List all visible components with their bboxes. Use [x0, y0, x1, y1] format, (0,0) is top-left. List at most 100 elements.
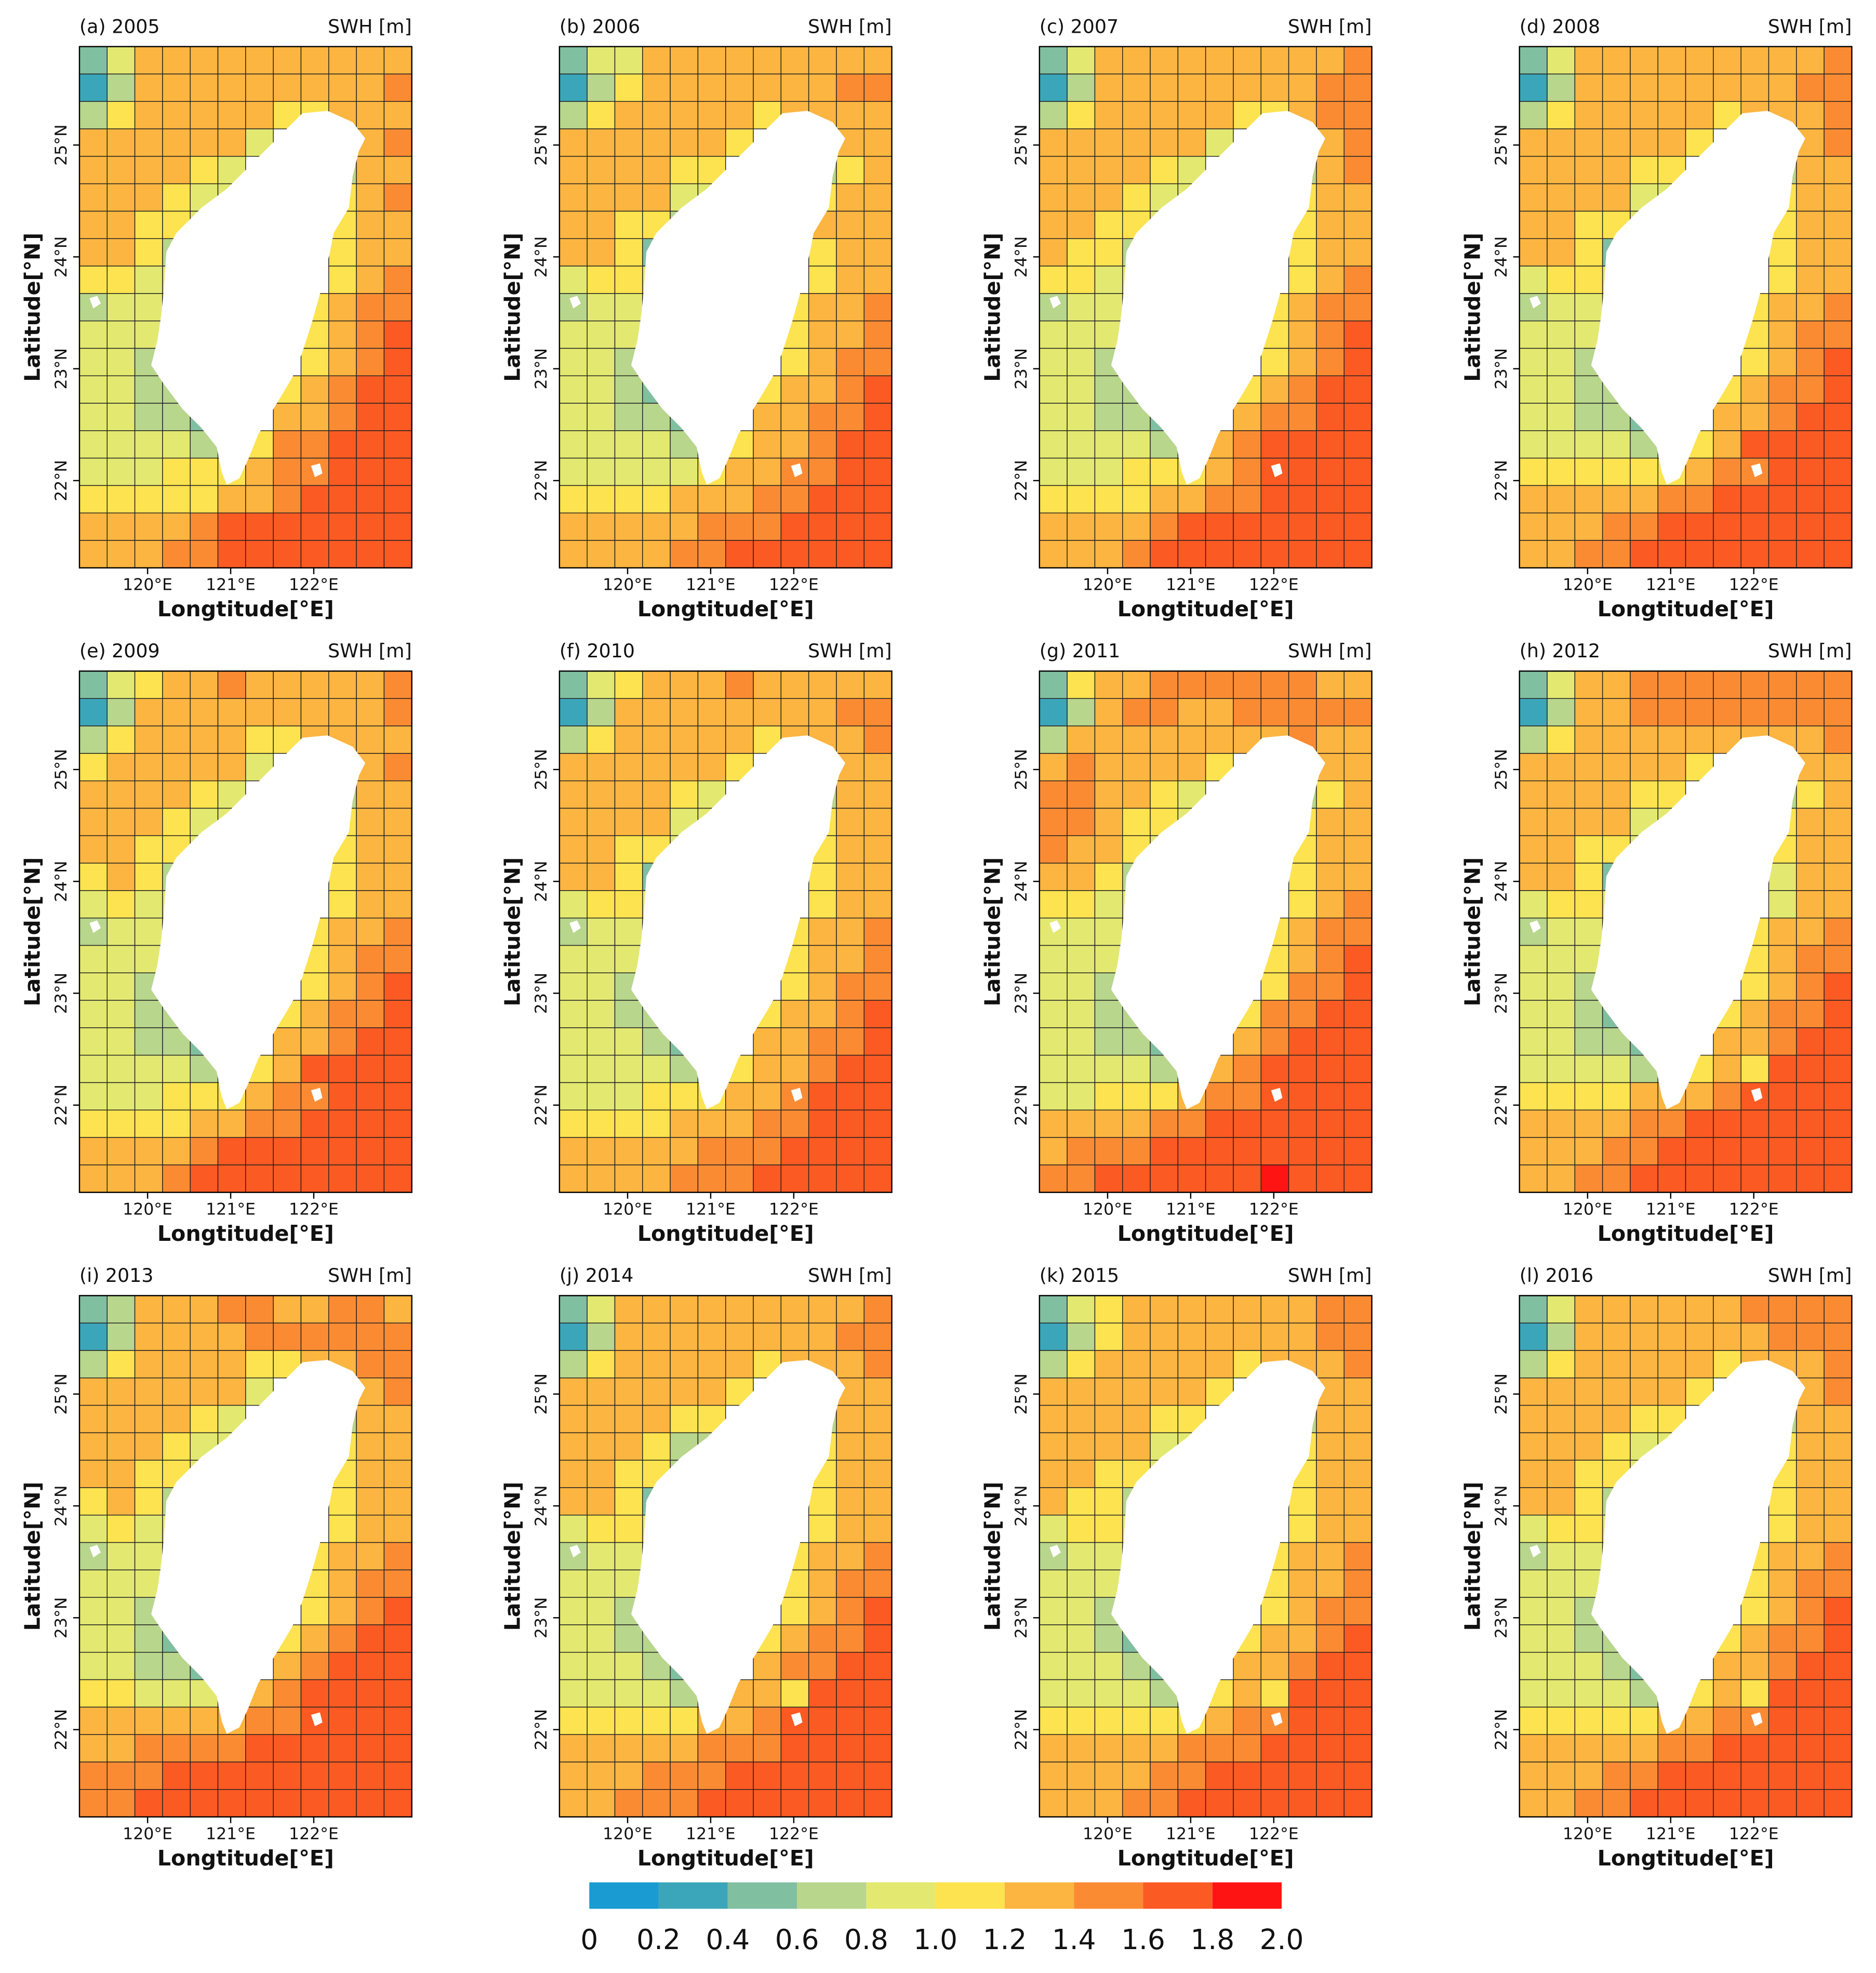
cell — [863, 1734, 893, 1763]
cell — [1260, 1109, 1289, 1138]
cell — [1177, 128, 1206, 157]
cell — [1519, 1378, 1548, 1406]
cell — [162, 73, 191, 102]
cell — [1602, 46, 1631, 75]
cell — [1067, 1000, 1096, 1028]
cell — [1039, 457, 1068, 486]
cell — [1768, 1706, 1797, 1735]
cell — [1740, 670, 1769, 699]
y-tick-label: 25°N — [532, 1373, 551, 1414]
cell — [725, 1789, 754, 1818]
cell — [1094, 1322, 1123, 1351]
cell — [1796, 807, 1825, 837]
cell — [300, 1054, 329, 1083]
cell — [780, 1054, 809, 1083]
cell — [356, 1515, 385, 1543]
cell — [587, 1000, 616, 1028]
cell — [808, 1000, 837, 1028]
cell — [863, 1137, 893, 1166]
y-tick-label: 22°N — [532, 1084, 551, 1125]
cell — [1685, 457, 1714, 486]
y-tick-label: 22°N — [52, 1084, 71, 1125]
cell — [79, 1679, 108, 1708]
cell — [1122, 698, 1151, 726]
axes-frame — [1039, 1295, 1373, 1818]
cell — [753, 670, 782, 699]
cell — [383, 972, 413, 1001]
cell — [863, 1082, 893, 1111]
cell — [1574, 890, 1603, 919]
panel: 120°E 121°E 122°E22°N23°N24°N25°N(b) 2006 S… — [500, 15, 893, 621]
cell — [1094, 1164, 1123, 1193]
cell — [1343, 403, 1373, 431]
cell — [1519, 320, 1548, 349]
cell — [190, 512, 219, 541]
cell — [1067, 670, 1096, 699]
cell — [134, 807, 163, 837]
cell — [134, 266, 163, 294]
cell — [1685, 512, 1714, 541]
cell — [79, 183, 108, 212]
cell — [383, 1597, 413, 1625]
cell — [1177, 1137, 1206, 1166]
cell — [1713, 1734, 1741, 1763]
cell — [587, 753, 616, 782]
cell — [808, 457, 837, 486]
cell — [245, 1082, 274, 1111]
cell — [1574, 1542, 1603, 1571]
cell — [614, 266, 643, 294]
cell — [1602, 670, 1631, 699]
x-tick-label: 120°E — [603, 1824, 653, 1843]
y-axis-label: Latitude[°N] — [20, 857, 45, 1007]
x-tick-label: 120°E — [1563, 1824, 1613, 1843]
cell — [190, 1082, 219, 1111]
cell — [1039, 1027, 1068, 1056]
y-axis-label: Latitude[°N] — [1460, 1481, 1485, 1631]
cell — [328, 266, 357, 294]
cell — [697, 1322, 726, 1351]
cell — [300, 1762, 329, 1790]
cell — [1768, 1109, 1797, 1138]
cell — [559, 1515, 588, 1543]
cell — [836, 1027, 864, 1056]
cell — [1768, 917, 1797, 946]
x-tick-label: 122°E — [1249, 1200, 1299, 1219]
cell — [780, 1137, 809, 1166]
cell — [328, 1322, 357, 1351]
cell — [614, 1109, 643, 1138]
cell — [1260, 1652, 1289, 1680]
cell — [79, 1734, 108, 1763]
x-axis-label: Longtitude[°E] — [1117, 1846, 1294, 1871]
cell — [614, 1295, 643, 1323]
cell — [559, 1378, 588, 1406]
cell — [1177, 1164, 1206, 1193]
cell — [614, 1789, 643, 1818]
cell — [1205, 725, 1234, 754]
cell — [273, 73, 302, 102]
cell — [1094, 1432, 1123, 1461]
x-axis-label: Longtitude[°E] — [1598, 597, 1774, 621]
cell — [273, 1109, 302, 1138]
cell — [1519, 1652, 1548, 1680]
cell — [1205, 485, 1234, 513]
cell — [356, 403, 385, 431]
cell — [1768, 1597, 1797, 1625]
cell — [836, 1164, 864, 1193]
cell — [1824, 1679, 1853, 1708]
cell — [134, 457, 163, 486]
cell — [356, 1762, 385, 1790]
cell — [328, 485, 357, 513]
cell — [107, 1542, 136, 1571]
cell — [383, 945, 413, 974]
cell — [808, 73, 837, 102]
x-tick-label: 121°E — [1646, 576, 1696, 594]
cell — [780, 1322, 809, 1351]
x-tick-label: 120°E — [1083, 1824, 1133, 1843]
cell — [614, 1405, 643, 1434]
cell — [836, 293, 864, 322]
cell — [1824, 46, 1853, 75]
cell — [559, 1137, 588, 1166]
cell — [1205, 1706, 1234, 1735]
cell — [79, 1762, 108, 1790]
cell — [587, 1054, 616, 1083]
